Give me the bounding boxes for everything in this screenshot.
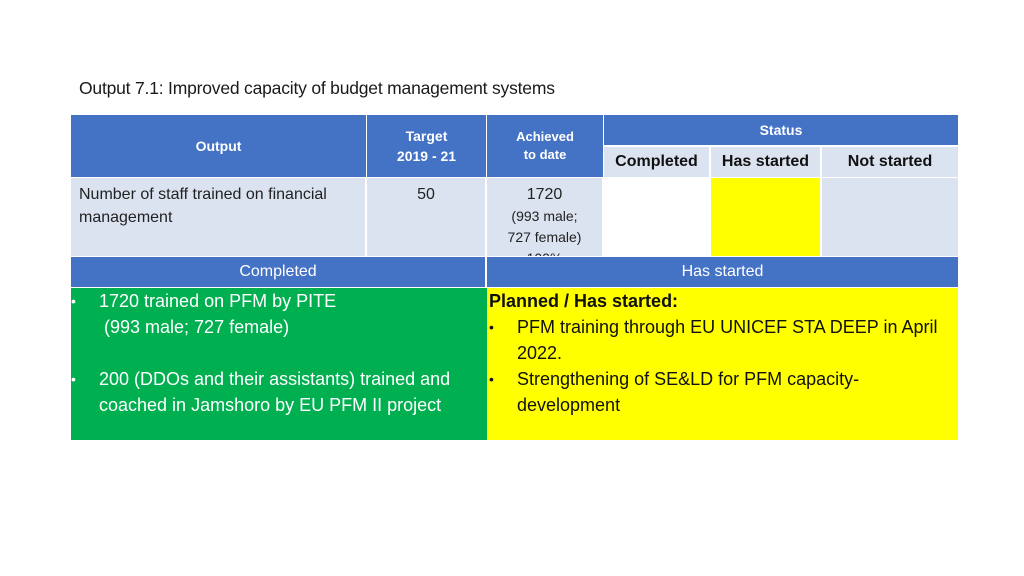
achieved-value: 1720 xyxy=(526,186,563,203)
completed-section-header: Completed xyxy=(71,257,487,287)
subheader-not-started-label: Not started xyxy=(847,153,933,170)
cell-status-not-started xyxy=(822,178,958,256)
subheader-has-started-label: Has started xyxy=(721,153,810,170)
header-status-label: Status xyxy=(759,122,803,138)
header-target: Target 2019 - 21 xyxy=(367,115,487,177)
completed-item-line2: (993 male; 727 female) xyxy=(99,317,290,337)
achieved-male: (993 male; xyxy=(511,208,578,224)
cell-target: 50 xyxy=(367,178,487,256)
subheader-has-started: Has started xyxy=(711,147,822,177)
header-status: Status xyxy=(604,115,958,145)
output-text-line1: Number of staff trained on financial xyxy=(79,186,327,203)
completed-item-line1: 1720 trained on PFM by PITE xyxy=(99,291,337,311)
cell-achieved: 1720 (993 male; 727 female) 100% xyxy=(487,178,604,256)
header-output-label: Output xyxy=(195,138,242,154)
bullet-icon: • xyxy=(489,371,494,387)
completed-item: • 200 (DDOs and their assistants) traine… xyxy=(71,366,487,418)
completed-item-line1: 200 (DDOs and their assistants) trained … xyxy=(99,369,451,389)
achieved-percent: 100% xyxy=(487,248,602,256)
bullet-icon: • xyxy=(71,371,76,387)
has-started-section-label: Has started xyxy=(681,263,764,280)
completed-section-label: Completed xyxy=(239,263,317,280)
header-output: Output xyxy=(71,115,367,177)
achieved-female: 727 female) xyxy=(507,229,582,245)
header-achieved-line2: to date xyxy=(523,147,567,162)
slide-title: Output 7.1: Improved capacity of budget … xyxy=(79,78,555,98)
subheader-not-started: Not started xyxy=(822,147,958,177)
output-text-line2: management xyxy=(79,209,173,226)
started-heading: Planned / Has started: xyxy=(489,291,679,311)
cell-output: Number of staff trained on financial man… xyxy=(71,178,367,256)
header-achieved: Achieved to date xyxy=(487,115,604,177)
has-started-section-header: Has started xyxy=(487,257,958,287)
completed-item-line2: coached in Jamshoro by EU PFM II project xyxy=(99,395,442,415)
header-target-line1: Target xyxy=(405,128,448,144)
completed-panel: • 1720 trained on PFM by PITE (993 male;… xyxy=(71,288,487,440)
bullet-icon: • xyxy=(489,319,494,335)
subheader-completed-label: Completed xyxy=(615,153,698,170)
started-item-line1: PFM training through EU UNICEF STA DEEP … xyxy=(517,317,938,337)
cell-status-completed xyxy=(604,178,711,256)
target-value: 50 xyxy=(417,186,435,203)
started-item-line2: development xyxy=(517,395,621,415)
bullet-icon: • xyxy=(71,293,76,309)
cell-status-has-started xyxy=(711,178,822,256)
started-item: • Strengthening of SE&LD for PFM capacit… xyxy=(487,366,958,418)
has-started-panel: Planned / Has started: • PFM training th… xyxy=(487,288,958,440)
header-achieved-line1: Achieved xyxy=(516,129,574,144)
started-item: • PFM training through EU UNICEF STA DEE… xyxy=(487,314,958,366)
started-item-line2: 2022. xyxy=(517,343,563,363)
started-item-line1: Strengthening of SE&LD for PFM capacity- xyxy=(517,369,860,389)
header-target-line2: 2019 - 21 xyxy=(396,148,457,164)
subheader-completed: Completed xyxy=(604,147,711,177)
completed-item: • 1720 trained on PFM by PITE (993 male;… xyxy=(71,288,487,340)
